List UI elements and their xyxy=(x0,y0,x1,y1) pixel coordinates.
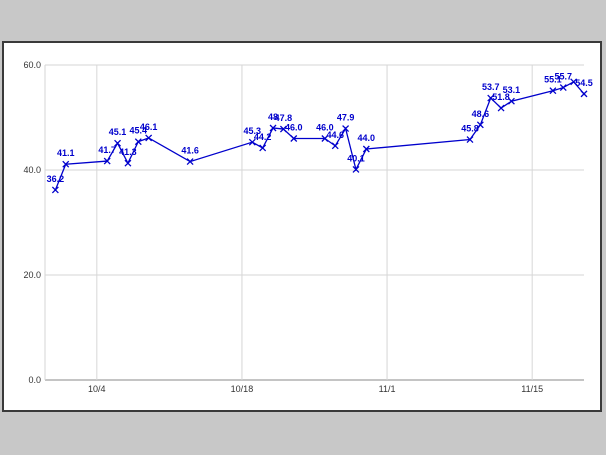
marker-stroke xyxy=(549,87,557,95)
data-label: 48.6 xyxy=(472,109,490,119)
data-point-marker xyxy=(124,159,132,167)
data-label: 55.1 xyxy=(544,75,562,85)
data-point-marker xyxy=(342,125,350,132)
data-point-marker xyxy=(352,166,360,173)
data-label: 46.1 xyxy=(140,122,158,132)
data-label: 55.7 xyxy=(555,72,573,82)
marker-stroke xyxy=(290,135,298,142)
data-label: 41.3 xyxy=(119,147,137,157)
data-point-marker xyxy=(570,78,578,86)
marker-stroke xyxy=(580,90,588,98)
marker-stroke xyxy=(362,145,370,153)
marker-stroke xyxy=(124,159,132,167)
marker-stroke xyxy=(342,125,350,132)
data-label: 45.4 xyxy=(130,126,148,136)
marker-stroke xyxy=(497,104,505,112)
grid xyxy=(44,64,584,381)
data-point-marker xyxy=(507,97,515,105)
data-point-marker xyxy=(145,134,153,142)
data-point-marker xyxy=(559,84,567,92)
data-label: 45.3 xyxy=(244,126,262,136)
marker-stroke xyxy=(487,94,495,102)
data-label: 46.0 xyxy=(316,123,334,133)
data-label: 36.2 xyxy=(47,174,65,184)
data-label: 45.1 xyxy=(109,127,127,137)
marker-stroke xyxy=(62,160,70,168)
data-point-marker xyxy=(51,186,59,194)
y-tick-label: 40.0 xyxy=(23,165,41,175)
data-point-marker xyxy=(279,125,287,133)
data-point-marker xyxy=(290,135,298,142)
x-tick-label: 10/18 xyxy=(231,384,254,394)
data-point-marker xyxy=(549,87,557,95)
data-point-marker xyxy=(497,104,505,112)
data-point-marker xyxy=(103,157,111,165)
marker-stroke xyxy=(51,186,59,194)
data-label: 44.6 xyxy=(326,130,344,140)
marker-stroke xyxy=(114,139,122,147)
y-tick-label: 20.0 xyxy=(23,270,41,280)
data-point-marker xyxy=(114,139,122,147)
marker-stroke xyxy=(259,144,267,152)
marker-stroke xyxy=(145,134,153,142)
data-label: 47.9 xyxy=(337,113,355,123)
marker-stroke xyxy=(507,97,515,105)
data-point-marker xyxy=(466,136,474,144)
data-point-marker xyxy=(248,138,256,146)
data-label: 40.1 xyxy=(347,153,365,163)
data-label: 41.6 xyxy=(181,146,199,156)
data-label: 54.5 xyxy=(575,78,593,88)
x-tick-label: 10/4 xyxy=(88,384,106,394)
marker-stroke xyxy=(559,84,567,92)
data-label: 47.8 xyxy=(275,113,293,123)
data-label: 48 xyxy=(268,112,278,122)
marker-stroke xyxy=(279,125,287,133)
marker-stroke xyxy=(186,158,194,166)
data-label: 51.8 xyxy=(492,92,510,102)
data-label: 44.0 xyxy=(358,133,376,143)
data-label: 53.7 xyxy=(482,82,500,92)
data-label: 41.7 xyxy=(98,145,116,155)
data-label: 53.1 xyxy=(503,85,521,95)
data-point-marker xyxy=(186,158,194,166)
y-tick-label: 0.0 xyxy=(28,375,41,385)
data-label: 41.1 xyxy=(57,148,75,158)
marker-stroke xyxy=(321,135,329,142)
series-markers xyxy=(51,78,588,194)
marker-stroke xyxy=(134,138,142,146)
marker-stroke xyxy=(331,142,339,150)
y-tick-label: 60.0 xyxy=(23,60,41,70)
data-point-marker xyxy=(62,160,70,168)
marker-stroke xyxy=(352,166,360,173)
data-point-marker xyxy=(331,142,339,150)
data-point-marker xyxy=(321,135,329,142)
marker-stroke xyxy=(103,157,111,165)
data-point-marker xyxy=(362,145,370,153)
data-point-marker xyxy=(476,121,484,129)
marker-stroke xyxy=(570,78,578,86)
data-point-marker xyxy=(487,94,495,102)
marker-stroke xyxy=(466,136,474,144)
marker-stroke xyxy=(269,124,277,132)
data-point-marker xyxy=(269,124,277,132)
axes: 0.0 20.0 40.0 60.0 10/4 10/18 11/1 11/15 xyxy=(23,60,543,394)
data-point-marker xyxy=(134,138,142,146)
data-label: 45.8 xyxy=(461,124,479,134)
data-label: 46.0 xyxy=(285,123,303,133)
chart-frame: 0.0 20.0 40.0 60.0 10/4 10/18 11/1 11/15 36.2 41… xyxy=(2,41,602,412)
line-chart: 0.0 20.0 40.0 60.0 10/4 10/18 11/1 11/15 36.2 41… xyxy=(23,60,593,394)
data-point-marker xyxy=(259,144,267,152)
x-tick-label: 11/1 xyxy=(379,384,396,394)
marker-stroke xyxy=(476,121,484,129)
x-tick-label: 11/15 xyxy=(521,384,543,394)
data-labels: 36.2 41.1 41.7 45.1 41.3 45.446.1 41.6 45.344.2… xyxy=(47,72,593,184)
marker-stroke xyxy=(248,138,256,146)
data-label: 44.2 xyxy=(254,132,272,142)
data-point-marker xyxy=(580,90,588,98)
